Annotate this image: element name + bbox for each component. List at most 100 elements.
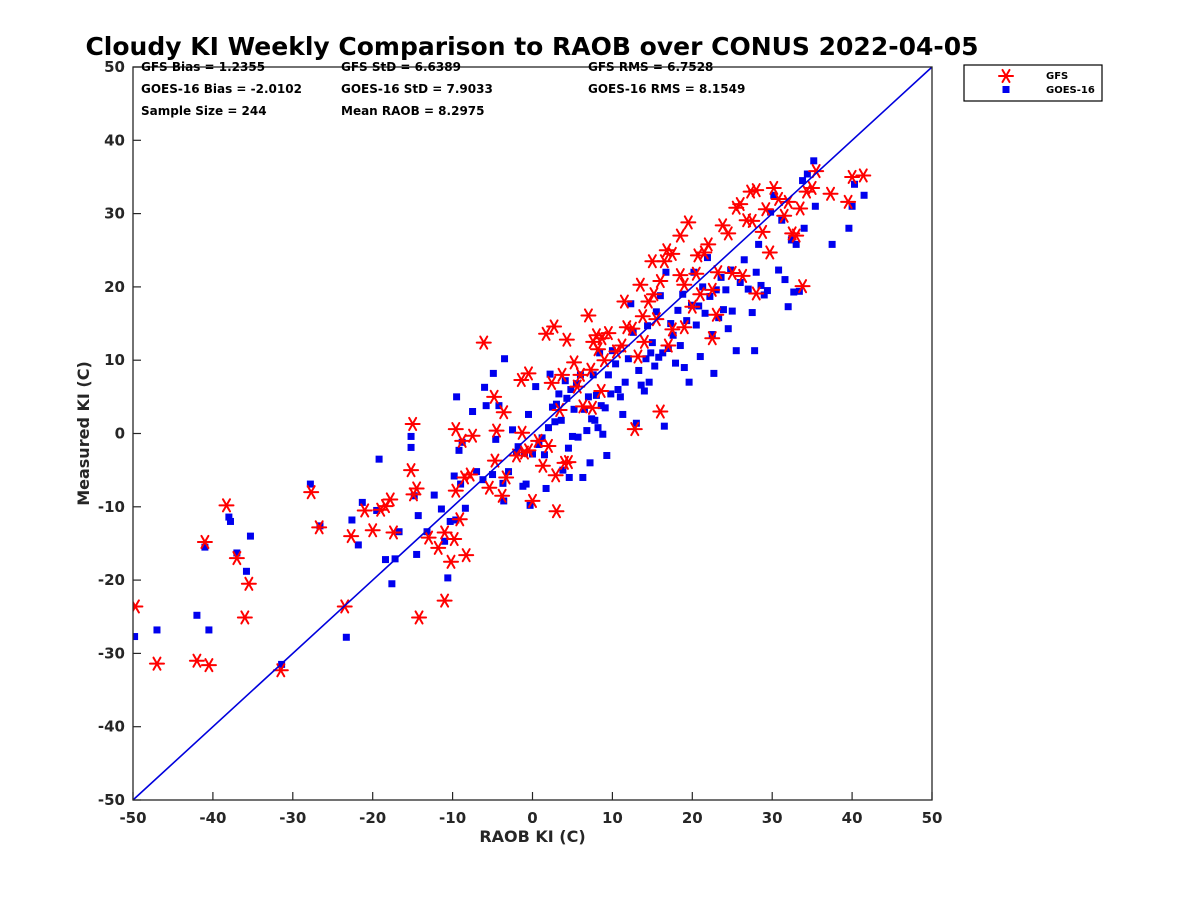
goes16-point xyxy=(619,410,627,418)
gfs-point xyxy=(462,467,479,482)
goes16-point xyxy=(546,370,554,378)
gfs-point xyxy=(664,322,681,337)
x-tick-label: 30 xyxy=(762,809,783,827)
goes16-point xyxy=(799,177,807,185)
goes16-point xyxy=(757,281,765,289)
gfs-point xyxy=(672,268,689,283)
gfs-point xyxy=(385,525,402,540)
series-gfs xyxy=(133,164,872,678)
goes16-point xyxy=(710,369,718,377)
gfs-point xyxy=(436,525,453,540)
gfs-point xyxy=(700,237,717,252)
goes16-point xyxy=(407,432,415,440)
goes16-point xyxy=(810,157,818,165)
goes16-point xyxy=(640,387,648,395)
gfs-point xyxy=(748,183,765,198)
gfs-point xyxy=(404,416,421,432)
goes16-point xyxy=(430,491,438,499)
gfs-point xyxy=(451,512,468,527)
goes16-point xyxy=(594,424,602,432)
goes16-point xyxy=(669,331,677,339)
goes16-point xyxy=(342,633,350,641)
goes16-point xyxy=(648,339,656,347)
goes16-point xyxy=(845,224,853,232)
gfs-point xyxy=(684,299,701,314)
gfs-point xyxy=(584,400,601,415)
goes16-point xyxy=(647,349,655,357)
goes16-point xyxy=(760,291,768,299)
gfs-point xyxy=(454,433,471,448)
gfs-point xyxy=(626,422,643,437)
goes16-point xyxy=(201,543,209,551)
goes16-point xyxy=(637,381,645,389)
gfs-point xyxy=(656,254,673,269)
goes16-point xyxy=(492,435,500,443)
goes16-point xyxy=(225,513,233,521)
goes16-point xyxy=(489,369,497,377)
y-tick-label: 10 xyxy=(104,351,125,369)
gfs-point xyxy=(430,540,447,555)
goes16-point xyxy=(375,455,383,463)
stat-text: GOES-16 Bias = -2.0102 xyxy=(141,82,302,96)
goes16-point xyxy=(381,556,389,564)
goes16-point xyxy=(775,266,783,274)
gfs-point xyxy=(520,366,537,381)
goes16-point xyxy=(719,306,727,314)
goes16-point xyxy=(489,471,497,479)
goes16-point xyxy=(755,240,763,248)
gfs-point xyxy=(495,405,512,420)
gfs-point xyxy=(792,201,809,216)
gfs-point xyxy=(514,425,531,440)
gfs-point xyxy=(572,367,589,382)
goes16-point xyxy=(522,480,530,488)
goes16-point xyxy=(525,410,533,418)
goes16-point xyxy=(579,473,587,481)
y-tick-label: 30 xyxy=(104,205,125,223)
gfs-point xyxy=(794,279,811,294)
goes16-point xyxy=(455,446,463,454)
goes16-point xyxy=(446,517,454,525)
legend-gfs-marker xyxy=(998,68,1014,84)
gfs-point xyxy=(494,488,511,503)
goes16-point xyxy=(680,364,688,372)
goes16-point xyxy=(679,290,687,298)
goes16-point xyxy=(784,303,792,311)
goes16-point xyxy=(532,383,540,391)
gfs-point xyxy=(672,228,689,243)
gfs-point xyxy=(770,191,787,207)
goes16-point xyxy=(763,287,771,295)
gfs-point xyxy=(765,180,782,196)
gfs-point xyxy=(530,433,547,448)
gfs-point xyxy=(554,367,571,382)
x-tick-label: -50 xyxy=(119,809,146,827)
goes16-point xyxy=(701,309,709,317)
goes16-point xyxy=(583,427,591,435)
gfs-point xyxy=(660,338,677,353)
gfs-point xyxy=(547,468,564,483)
gfs-point xyxy=(498,470,515,485)
gfs-point xyxy=(840,194,857,209)
series-layer xyxy=(133,157,872,678)
x-axis-label: RAOB KI (C) xyxy=(479,827,585,846)
goes16-point xyxy=(706,292,714,300)
x-tick-label: 20 xyxy=(682,809,703,827)
goes16-point xyxy=(676,342,684,350)
stat-text: GOES-16 RMS = 8.1549 xyxy=(588,82,745,96)
gfs-point xyxy=(443,554,460,569)
goes16-point xyxy=(664,344,672,352)
goes16-point xyxy=(699,283,707,291)
stat-text: GFS StD = 6.6389 xyxy=(341,60,461,74)
goes16-point xyxy=(651,362,659,370)
goes16-point xyxy=(659,349,667,357)
chart-title: Cloudy KI Weekly Comparison to RAOB over… xyxy=(85,32,978,61)
gfs-point xyxy=(538,326,555,341)
statistics-block: GFS Bias = 1.2355 GFS StD = 6.6389 GFS RMS… xyxy=(141,60,745,118)
goes16-point xyxy=(767,208,775,216)
gfs-point xyxy=(558,332,575,347)
gfs-point xyxy=(311,520,328,535)
y-tick-label: 0 xyxy=(115,425,125,443)
gfs-point xyxy=(566,355,583,370)
goes16-point xyxy=(574,433,582,441)
goes16-point xyxy=(388,580,396,588)
x-tick-label: -40 xyxy=(199,809,226,827)
